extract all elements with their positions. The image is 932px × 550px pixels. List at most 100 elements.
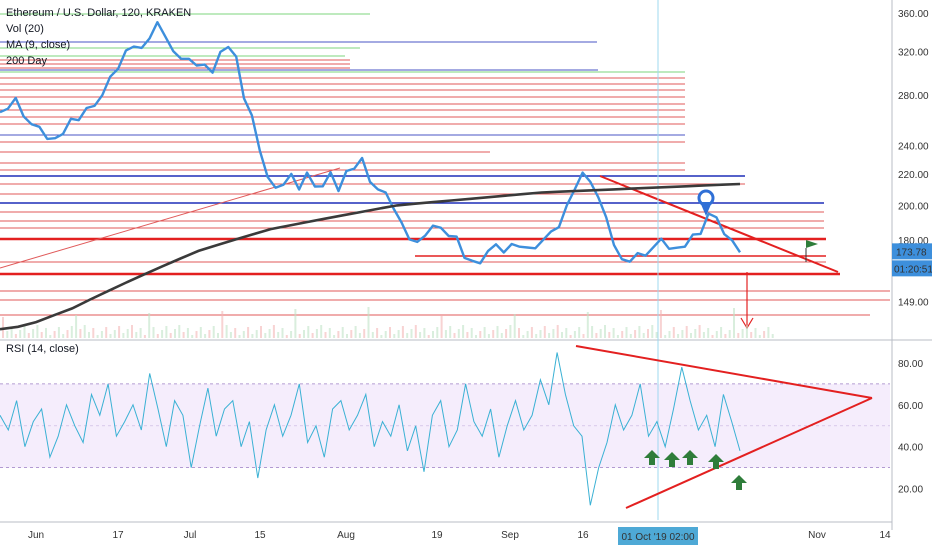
volume-bar (135, 332, 138, 338)
volume-bar (23, 326, 26, 338)
volume-bar (659, 310, 662, 338)
x-tick-label: Sep (501, 530, 519, 541)
volume-bar (655, 332, 658, 338)
volume-bar (118, 326, 121, 338)
volume-bar (432, 331, 434, 338)
volume-bar (238, 335, 241, 338)
volume-bar (578, 327, 581, 338)
volume-bar (139, 328, 142, 338)
volume-bar (6, 331, 9, 338)
volume-bar (741, 329, 744, 338)
volume-bar (178, 325, 181, 338)
price-tick-label: 360.00 (898, 9, 929, 20)
volume-bar (311, 333, 314, 338)
volume-bar (393, 334, 396, 338)
volume-bar (350, 330, 353, 338)
volume-bar (105, 327, 108, 338)
volume-bar (367, 307, 370, 338)
volume-bar (745, 325, 748, 338)
volume-bar (36, 325, 39, 338)
volume-bar (423, 328, 426, 338)
countdown-tag (892, 260, 932, 277)
volume-bar (337, 331, 340, 338)
x-tick-label: 16 (577, 530, 589, 541)
volume-bar (294, 309, 297, 338)
volume-bar (492, 330, 495, 338)
volume-bar (410, 329, 413, 338)
rsi-triangle-upper (575, 345, 873, 399)
volume-bar (62, 334, 65, 338)
volume-bar (453, 333, 456, 338)
volume-bar (621, 331, 624, 338)
volume-bar (57, 327, 60, 338)
volume-bar (591, 326, 594, 338)
volume-bar (496, 326, 499, 338)
volume-bar (148, 313, 151, 338)
volume-bar (165, 326, 168, 338)
volume-bar (169, 333, 172, 338)
x-cursor-tag (618, 527, 698, 545)
volume-bar (384, 331, 387, 338)
price-tick-label: 280.00 (898, 91, 929, 102)
volume-bar (548, 333, 551, 338)
volume-bar (199, 327, 202, 338)
volume-bar (518, 328, 520, 338)
volume-bar (513, 314, 516, 338)
volume-bar (14, 334, 17, 338)
volume-bar (573, 331, 576, 338)
volume-bar (672, 327, 675, 338)
volume-bar (234, 328, 237, 338)
volume-bar (303, 330, 305, 338)
volume-bar (483, 327, 486, 338)
volume-bar (100, 331, 103, 338)
ma200-series-line (0, 182, 741, 331)
last-price-tag (892, 243, 932, 260)
rsi-tick-label: 80.00 (898, 359, 923, 370)
indicator-200day-label: 200 Day (6, 55, 47, 67)
volume-bar (406, 333, 409, 338)
volume-bar (608, 332, 611, 338)
volume-bar (419, 332, 422, 338)
volume-bar (247, 327, 250, 338)
volume-bar (75, 315, 78, 338)
volume-bar (354, 326, 357, 338)
volume-bar (737, 333, 740, 338)
rsi-triangle-lower (625, 397, 873, 509)
volume-bar (754, 328, 757, 338)
volume-bar (505, 329, 508, 338)
price-tick-label: 240.00 (898, 142, 929, 153)
x-tick-label: Aug (337, 530, 355, 541)
volume-bar (715, 331, 718, 338)
volume-bar (242, 331, 245, 338)
volume-bar (264, 333, 267, 338)
volume-bar (526, 331, 529, 338)
volume-bar (122, 333, 125, 338)
volume-bar (401, 326, 404, 338)
volume-bar (195, 331, 198, 338)
volume-bar (487, 334, 490, 338)
volume-bar (612, 328, 615, 338)
volume-bar (221, 311, 224, 338)
volume-bar (109, 334, 112, 338)
volume-bar (440, 316, 443, 338)
volume-bar (569, 335, 572, 338)
volume-bar (225, 325, 228, 338)
volume-bar (668, 331, 671, 338)
volume-bar (462, 325, 465, 338)
volume-bar (436, 327, 439, 338)
volume-bar (728, 330, 731, 338)
volume-bar (724, 334, 727, 338)
rsi-series-line (0, 352, 741, 506)
volume-bar (229, 332, 232, 338)
volume-bar (161, 330, 164, 338)
volume-bar (315, 329, 318, 338)
volume-bar (479, 331, 482, 338)
volume-bar (616, 335, 619, 338)
volume-bar (277, 332, 280, 338)
volume-bar (131, 325, 133, 338)
rsi-tick-label: 20.00 (898, 485, 923, 496)
volume-bar (539, 330, 542, 338)
volume-bar (595, 333, 598, 338)
